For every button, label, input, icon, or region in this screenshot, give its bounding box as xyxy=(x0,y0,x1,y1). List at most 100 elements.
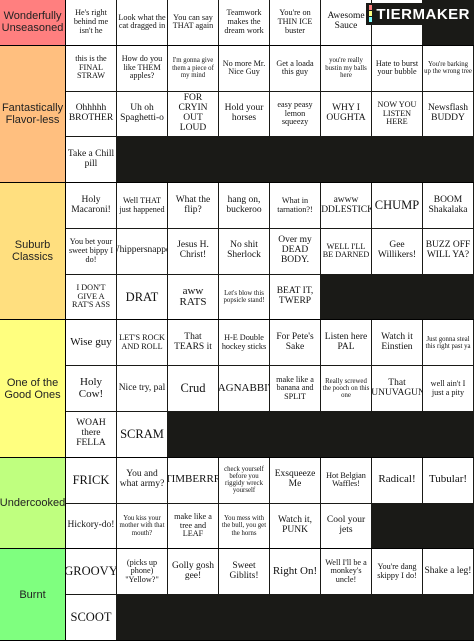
tier-item[interactable]: BUZZ OFF WILL YA? xyxy=(423,228,473,274)
tier-item[interactable]: You're dang skippy I do! xyxy=(372,549,422,595)
tier-items: Holy Macaroni! Well THAT just happened Wha… xyxy=(66,183,474,320)
tier-item[interactable]: SCRAM xyxy=(117,412,167,457)
tier-row: Undercooked FRICK You and what army? TIMBER… xyxy=(0,457,474,550)
logo[interactable]: TIERMAKER xyxy=(366,3,470,25)
tier-item[interactable]: Jesus H. Christ! xyxy=(168,228,218,274)
tier-item[interactable]: Golly gosh gee! xyxy=(168,549,218,595)
tier-item[interactable]: DAGNABBIT! xyxy=(219,366,269,412)
tier-item[interactable]: FOR CRYIN OUT LOUD xyxy=(168,91,218,137)
tier-item[interactable]: Whippersnapper xyxy=(117,228,167,274)
tier-item[interactable]: Crud xyxy=(168,366,218,412)
tier-item[interactable]: Teamwork makes the dream work xyxy=(219,0,269,45)
tier-item[interactable]: Tubular! xyxy=(423,457,473,503)
tier-item[interactable]: You mess with the bull, you get the horn… xyxy=(219,503,269,549)
tier-item[interactable]: He's right behind me isn't he xyxy=(66,0,116,45)
tier-item[interactable]: Exsqueeze Me xyxy=(270,457,320,503)
tier-item[interactable]: Cool your jets xyxy=(321,503,371,549)
tier-item[interactable]: Holy Cow! xyxy=(66,366,116,412)
tier-item[interactable]: That TEARS it xyxy=(168,320,218,366)
tier-items: Wise guy LET'S ROCK AND ROLL That TEARS it… xyxy=(66,320,474,457)
tier-item[interactable]: NOW YOU LISTEN HERE xyxy=(372,91,422,137)
tier-item[interactable]: Hickory-do! xyxy=(66,503,116,549)
tier-item[interactable]: No shit Sherlock xyxy=(219,228,269,274)
tier-item[interactable]: That SUNUVAGUN! xyxy=(372,366,422,412)
tier-item[interactable]: Ohhhhh BROTHER xyxy=(66,91,116,137)
tier-item[interactable]: Awesome Sauce xyxy=(321,0,371,45)
tier-item[interactable]: Uh oh Spaghetti-o xyxy=(117,91,167,137)
tier-item[interactable]: make like a banana and SPLIT xyxy=(270,366,320,412)
tier-item[interactable]: Watch it, PUNK xyxy=(270,503,320,549)
tier-item[interactable]: Newsflash BUDDY xyxy=(423,91,473,137)
tier-item[interactable]: Really screwed the pooch on this one xyxy=(321,366,371,412)
tier-item[interactable]: Listen here PAL xyxy=(321,320,371,366)
tier-item[interactable]: BOOM Shakalaka xyxy=(423,183,473,228)
tier-items: this is the FINAL STRAW How do you like T… xyxy=(66,45,474,183)
tier-item[interactable]: Nice try, pal xyxy=(117,366,167,412)
tier-item[interactable]: Take a Chill pill xyxy=(66,137,116,183)
tier-item[interactable]: TIMBERRR xyxy=(168,457,218,503)
tier-label: One of the Good Ones xyxy=(0,320,66,457)
tier-item[interactable]: Watch it Einstien xyxy=(372,320,422,366)
tier-item[interactable]: Radical! xyxy=(372,457,422,503)
tier-item[interactable]: easy peasy lemon squeezy xyxy=(270,91,320,137)
tier-item[interactable]: aww RATS xyxy=(168,274,218,320)
tier-item[interactable]: Over my DEAD BODY. xyxy=(270,228,320,274)
tier-item[interactable]: Let's blow this popsicle stand! xyxy=(219,274,269,320)
tier-item[interactable]: How do you like THEM apples? xyxy=(117,45,167,91)
tier-item[interactable]: You're on THIN ICE buster xyxy=(270,0,320,45)
tier-item[interactable]: Well I'll be a monkey's uncle! xyxy=(321,549,371,595)
tier-item[interactable]: Just gonna steal this right past ya xyxy=(423,320,473,366)
tier-item[interactable]: well ain't I just a pity xyxy=(423,366,473,412)
tier-label: Wonderfully Unseasoned xyxy=(0,0,66,45)
tier-label: Suburb Classics xyxy=(0,183,66,320)
tier-item[interactable]: Wise guy xyxy=(66,320,116,366)
tier-item[interactable]: check yourself before you riggidy wreck … xyxy=(219,457,269,503)
tier-item[interactable]: I'm gonna give them a piece of my mind xyxy=(168,45,218,91)
tier-row: Fantastically Flavor-less this is the FIN… xyxy=(0,45,474,184)
tier-item[interactable]: Hot Belgian Waffles! xyxy=(321,457,371,503)
tier-item[interactable]: H-E Double hockey sticks xyxy=(219,320,269,366)
tier-item[interactable]: Sweet Giblits! xyxy=(219,549,269,595)
tier-label: Burnt xyxy=(0,549,66,640)
tier-item[interactable]: Hate to burst your bubble xyxy=(372,45,422,91)
tier-item[interactable]: No more Mr. Nice Guy xyxy=(219,45,269,91)
tier-item[interactable]: What the flip? xyxy=(168,183,218,228)
tier-item[interactable]: Get a loada this guy xyxy=(270,45,320,91)
tier-item[interactable]: Shake a leg! xyxy=(423,549,473,595)
tier-item[interactable]: DRAT xyxy=(117,274,167,320)
tier-item[interactable]: Well THAT just happened xyxy=(117,183,167,228)
tier-item[interactable]: Right On! xyxy=(270,549,320,595)
tier-item[interactable]: What in tarnation?! xyxy=(270,183,320,228)
tier-item[interactable]: this is the FINAL STRAW xyxy=(66,45,116,91)
tier-item[interactable]: make like a tree and LEAF xyxy=(168,503,218,549)
tier-item[interactable]: You're barking up the wrong tree xyxy=(423,45,473,91)
tier-item[interactable]: You and what army? xyxy=(117,457,167,503)
tier-item[interactable]: WHY I OUGHTA xyxy=(321,91,371,137)
tier-item[interactable]: Look what the cat dragged in xyxy=(117,0,167,45)
tier-item[interactable]: LET'S ROCK AND ROLL xyxy=(117,320,167,366)
tier-item[interactable]: You can say THAT again xyxy=(168,0,218,45)
tier-item[interactable]: (picks up phone) "Yellow?" xyxy=(117,549,167,595)
tier-item[interactable]: You bet your sweet bippy I do! xyxy=(66,228,116,274)
tier-item[interactable]: I DON'T GIVE A RAT'S ASS xyxy=(66,274,116,320)
tier-item[interactable]: awww FIDDLESTICKS xyxy=(321,183,371,228)
tier-label: Undercooked xyxy=(0,457,66,549)
tier-item[interactable]: For Pete's Sake xyxy=(270,320,320,366)
tier-item[interactable]: CHUMP xyxy=(372,183,422,228)
tier-item[interactable]: BEAT IT, TWERP xyxy=(270,274,320,320)
tier-item[interactable]: WOAH there FELLA xyxy=(66,412,116,457)
tier-item[interactable]: Hold your horses xyxy=(219,91,269,137)
tier-row: Suburb Classics Holy Macaroni! Well THAT j… xyxy=(0,183,474,321)
tier-item[interactable]: Holy Macaroni! xyxy=(66,183,116,228)
tier-item[interactable]: You kiss your mother with that mouth? xyxy=(117,503,167,549)
tier-item[interactable]: hang on, buckeroo xyxy=(219,183,269,228)
tier-row: One of the Good Ones Wise guy LET'S ROCK A… xyxy=(0,320,474,458)
tier-item[interactable]: WELL I'LL BE DARNED xyxy=(321,228,371,274)
tier-item[interactable]: SCOOT xyxy=(66,595,116,640)
tier-item[interactable]: FRICK xyxy=(66,457,116,503)
tier-item[interactable]: Gee Willikers! xyxy=(372,228,422,274)
tier-item[interactable]: GROOVY xyxy=(66,549,116,595)
tier-item[interactable]: you're really bustin my balls here xyxy=(321,45,371,91)
